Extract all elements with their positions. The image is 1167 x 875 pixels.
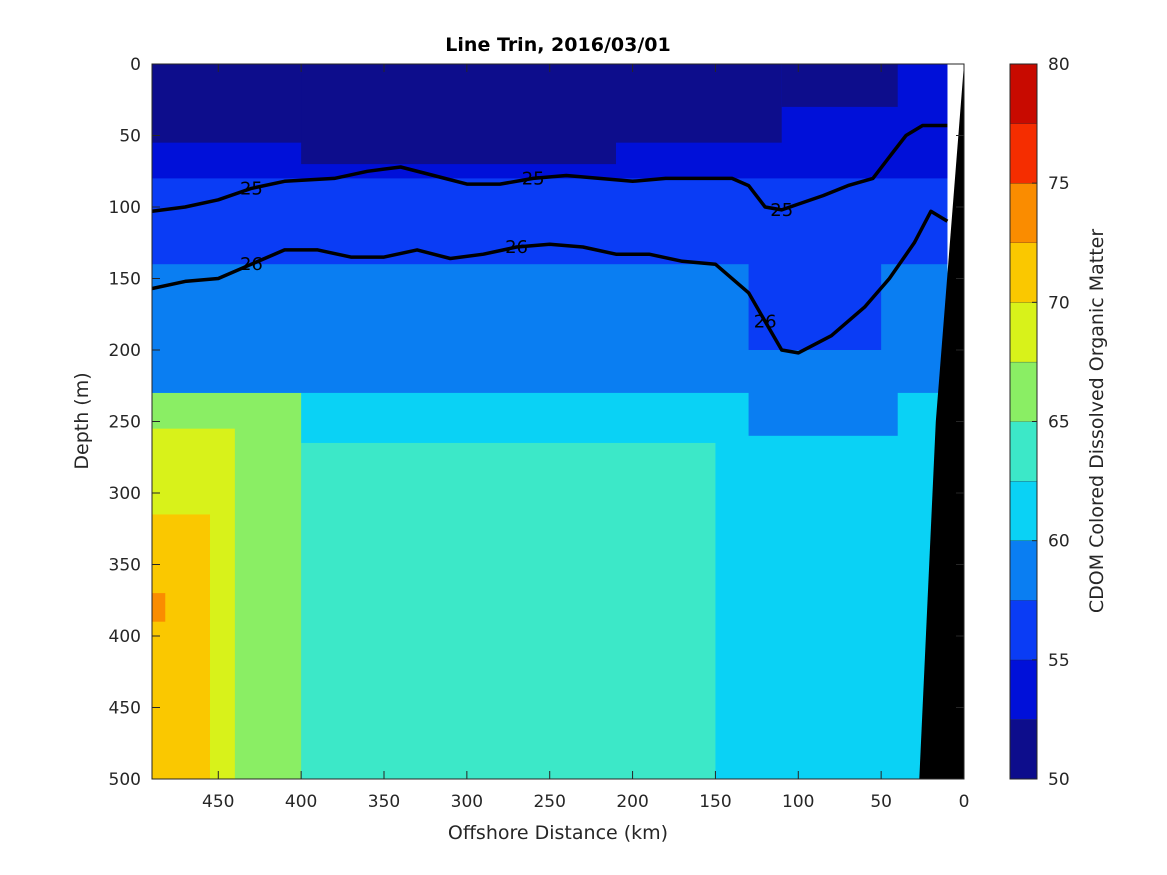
colorbar-segment bbox=[1010, 481, 1037, 541]
x-tick-label: 300 bbox=[451, 792, 483, 812]
x-axis-ticks: 450 400 350 300 250 200 150 100 50 0 bbox=[202, 64, 969, 812]
density-contour-25 bbox=[152, 123, 948, 214]
colorbar-segment bbox=[1010, 64, 1037, 124]
colorbar-segment bbox=[1010, 600, 1037, 660]
contour-labels: 25 25 25 26 26 26 bbox=[240, 168, 793, 332]
y-tick-label: 250 bbox=[109, 413, 141, 433]
x-axis-label: Offshore Distance (km) bbox=[448, 822, 668, 844]
y-axis-label: Depth (m) bbox=[71, 372, 93, 469]
colorbar bbox=[1010, 63, 1037, 779]
x-tick-label: 450 bbox=[202, 792, 234, 812]
y-tick-label: 300 bbox=[109, 484, 141, 504]
colorbar-tick-label: 55 bbox=[1048, 651, 1070, 671]
y-tick-label: 150 bbox=[109, 270, 141, 290]
colorbar-tick-label: 70 bbox=[1048, 293, 1070, 313]
colorbar-frame bbox=[1009, 63, 1038, 780]
colorbar-segment bbox=[1010, 719, 1037, 779]
x-tick-label: 0 bbox=[959, 792, 970, 812]
y-tick-label: 0 bbox=[130, 55, 141, 75]
colorbar-segment bbox=[1010, 183, 1037, 243]
colored-region-5 bbox=[152, 593, 166, 622]
contour-label-25-0: 25 bbox=[240, 178, 263, 199]
topography-shape bbox=[919, 64, 964, 779]
y-tick-label: 400 bbox=[109, 627, 141, 647]
colored-region-9 bbox=[748, 235, 882, 350]
colorbar-segment bbox=[1010, 302, 1037, 362]
colorbar-label: CDOM Colored Dissolved Organic Matter bbox=[1086, 229, 1108, 613]
x-tick-label: 200 bbox=[616, 792, 648, 812]
x-tick-label: 400 bbox=[285, 792, 317, 812]
x-tick-label: 100 bbox=[782, 792, 814, 812]
colorbar-tick-label: 80 bbox=[1048, 55, 1070, 75]
contour-label-26-2: 26 bbox=[754, 311, 777, 332]
colorbar-segment bbox=[1010, 421, 1037, 482]
y-tick-label: 200 bbox=[109, 341, 141, 361]
colored-region-12 bbox=[301, 64, 616, 165]
colorbar-ticks: 50 55 60 65 70 75 80 bbox=[1032, 55, 1070, 790]
colored-region-13 bbox=[781, 64, 898, 107]
colorbar-segment bbox=[1010, 361, 1037, 422]
x-tick-label: 350 bbox=[368, 792, 400, 812]
contour-label-25-1: 25 bbox=[522, 168, 545, 189]
colorbar-segment bbox=[1010, 123, 1037, 184]
plot-area bbox=[152, 64, 964, 779]
colorbar-segment bbox=[1010, 242, 1037, 303]
colorbar-tick-label: 60 bbox=[1048, 532, 1070, 552]
colorbar-segment bbox=[1010, 659, 1037, 720]
y-tick-label: 50 bbox=[119, 127, 141, 147]
y-tick-label: 350 bbox=[109, 556, 141, 576]
density-contours bbox=[152, 123, 949, 355]
x-tick-label: 50 bbox=[870, 792, 892, 812]
contour-label-26-0: 26 bbox=[240, 254, 263, 275]
y-tick-label: 450 bbox=[109, 699, 141, 719]
chart-title: Line Trin, 2016/03/01 bbox=[445, 34, 670, 56]
contour-label-25-2: 25 bbox=[770, 200, 793, 221]
y-axis-ticks: 0 50 100 150 200 250 300 350 400 450 500 bbox=[109, 55, 964, 790]
colorbar-tick-label: 50 bbox=[1048, 770, 1070, 790]
density-contour-26 bbox=[152, 209, 949, 355]
y-tick-label: 100 bbox=[109, 198, 141, 218]
x-tick-label: 150 bbox=[699, 792, 731, 812]
colorbar-tick-label: 65 bbox=[1048, 413, 1070, 433]
colored-region-4 bbox=[152, 514, 210, 779]
y-tick-label: 500 bbox=[109, 770, 141, 790]
contour-label-26-1: 26 bbox=[505, 237, 528, 258]
x-tick-label: 250 bbox=[533, 792, 565, 812]
colorbar-tick-label: 75 bbox=[1048, 174, 1070, 194]
colored-regions bbox=[152, 64, 948, 779]
colored-region-7 bbox=[748, 350, 898, 436]
colorbar-segment bbox=[1010, 540, 1037, 601]
